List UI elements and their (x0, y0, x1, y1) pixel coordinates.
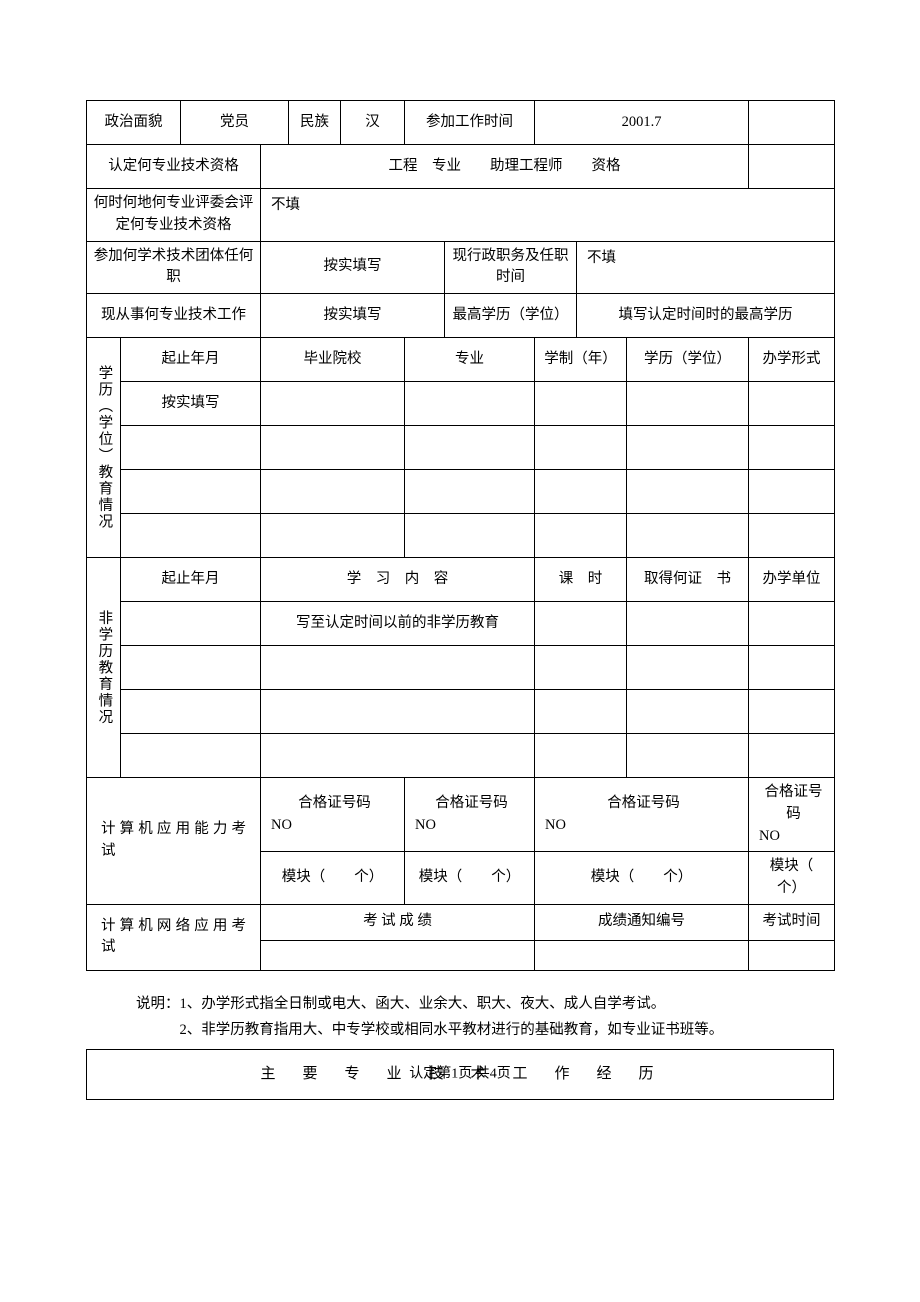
edu-row-degree (627, 426, 749, 470)
nonedu-row-content: 写至认定时间以前的非学历教育 (261, 602, 535, 646)
edu-row-period (121, 426, 261, 470)
net-notice-header: 成绩通知编号 (535, 904, 749, 940)
edu-row-school (261, 382, 405, 426)
cert-no-3: 合格证号码 NO (535, 778, 749, 852)
nonedu-row-hours (535, 690, 627, 734)
edu-row-form (749, 426, 835, 470)
qualification-value: 工程 专业 助理工程师 资格 (261, 145, 749, 189)
edu-row-years (535, 470, 627, 514)
edu-major-header: 专业 (405, 338, 535, 382)
module-4: 模块（ 个） (749, 852, 835, 905)
nonedu-row-hours (535, 602, 627, 646)
nonedu-period-header: 起止年月 (121, 558, 261, 602)
computer-app-label: 计算机应用能力考 试 (87, 778, 261, 905)
nonedu-row-hours (535, 734, 627, 778)
edu-row-form (749, 470, 835, 514)
edu-row-period (121, 470, 261, 514)
nonedu-org-header: 办学单位 (749, 558, 835, 602)
highest-edu-value: 填写认定时间时的最高学历 (577, 294, 835, 338)
nonedu-row-org (749, 602, 835, 646)
committee-value: 不填 (261, 189, 835, 242)
edu-row-degree (627, 470, 749, 514)
edu-row-school (261, 514, 405, 558)
edu-row-form (749, 514, 835, 558)
ethnicity-label: 民族 (289, 101, 341, 145)
nonedu-hours-header: 课 时 (535, 558, 627, 602)
cert-no-1: 合格证号码 NO (261, 778, 405, 852)
academic-group-value: 按实填写 (261, 241, 445, 294)
nonedu-row-cert (627, 734, 749, 778)
net-score-value (261, 940, 535, 970)
edu-row-period: 按实填写 (121, 382, 261, 426)
political-status-value: 党员 (181, 101, 289, 145)
edu-row-degree (627, 382, 749, 426)
blank-cell (749, 145, 835, 189)
edu-period-header: 起止年月 (121, 338, 261, 382)
current-work-label: 现从事何专业技术工作 (87, 294, 261, 338)
nonedu-row-period (121, 734, 261, 778)
work-start-value: 2001.7 (535, 101, 749, 145)
module-2: 模块（ 个） (405, 852, 535, 905)
nonedu-row-org (749, 690, 835, 734)
admin-post-label: 现行政职务及任职时间 (445, 241, 577, 294)
edu-row-form (749, 382, 835, 426)
module-3: 模块（ 个） (535, 852, 749, 905)
edu-degree-header: 学历（学位） (627, 338, 749, 382)
ethnicity-value: 汉 (341, 101, 405, 145)
nonedu-row-org (749, 646, 835, 690)
edu-row-major (405, 514, 535, 558)
cert-no-2: 合格证号码 NO (405, 778, 535, 852)
net-time-header: 考试时间 (749, 904, 835, 940)
cert-no-4: 合格证号码 NO (749, 778, 835, 852)
computer-net-label: 计算机网络应用考 试 (87, 904, 261, 970)
form-table: 政治面貌 党员 民族 汉 参加工作时间 2001.7 认定何专业技术资格 工程 … (86, 100, 835, 971)
nonedu-row-content (261, 646, 535, 690)
notes-section: 说明：1、办学形式指全日制或电大、函大、业余大、职大、夜大、成人自学考试。 2、… (86, 991, 834, 1043)
academic-group-label: 参加何学术技术团体任何职 (87, 241, 261, 294)
net-time-value (749, 940, 835, 970)
blank-cell (749, 101, 835, 145)
edu-row-major (405, 382, 535, 426)
edu-school-header: 毕业院校 (261, 338, 405, 382)
note-line-1: 说明：1、办学形式指全日制或电大、函大、业余大、职大、夜大、成人自学考试。 (136, 991, 834, 1017)
nonedu-row-hours (535, 646, 627, 690)
nonedu-content-header: 学 习 内 容 (261, 558, 535, 602)
edu-row-school (261, 426, 405, 470)
current-work-value: 按实填写 (261, 294, 445, 338)
edu-row-years (535, 382, 627, 426)
edu-row-school (261, 470, 405, 514)
political-status-label: 政治面貌 (87, 101, 181, 145)
nonedu-row-content (261, 690, 535, 734)
nonedu-row-period (121, 602, 261, 646)
education-section-label: 学历（学位）教育情况 (87, 338, 121, 558)
work-start-label: 参加工作时间 (405, 101, 535, 145)
footer-sub-text: 认定第1页 共4页 (409, 1064, 511, 1085)
net-notice-value (535, 940, 749, 970)
nonedu-row-cert (627, 646, 749, 690)
nonedu-row-content (261, 734, 535, 778)
qualification-label: 认定何专业技术资格 (87, 145, 261, 189)
edu-row-degree (627, 514, 749, 558)
edu-row-major (405, 470, 535, 514)
non-edu-section-label: 非学历教育情况 (87, 558, 121, 778)
nonedu-row-cert (627, 602, 749, 646)
edu-row-years (535, 514, 627, 558)
edu-row-years (535, 426, 627, 470)
nonedu-row-period (121, 690, 261, 734)
nonedu-row-cert (627, 690, 749, 734)
edu-years-header: 学制（年） (535, 338, 627, 382)
committee-label: 何时何地何专业评委会评定何专业技术资格 (87, 189, 261, 242)
nonedu-row-period (121, 646, 261, 690)
highest-edu-label: 最高学历（学位） (445, 294, 577, 338)
nonedu-cert-header: 取得何证 书 (627, 558, 749, 602)
edu-form-header: 办学形式 (749, 338, 835, 382)
edu-row-major (405, 426, 535, 470)
footer-table: 主 要 专 业 技 术 工 作 经 历 认定第1页 共4页 (86, 1049, 834, 1100)
module-1: 模块（ 个） (261, 852, 405, 905)
edu-row-period (121, 514, 261, 558)
admin-post-value: 不填 (577, 241, 835, 294)
nonedu-row-org (749, 734, 835, 778)
footer-title-cell: 主 要 专 业 技 术 工 作 经 历 认定第1页 共4页 (87, 1049, 834, 1099)
note-line-2: 2、非学历教育指用大、中专学校或相同水平教材进行的基础教育，如专业证书班等。 (136, 1017, 834, 1043)
